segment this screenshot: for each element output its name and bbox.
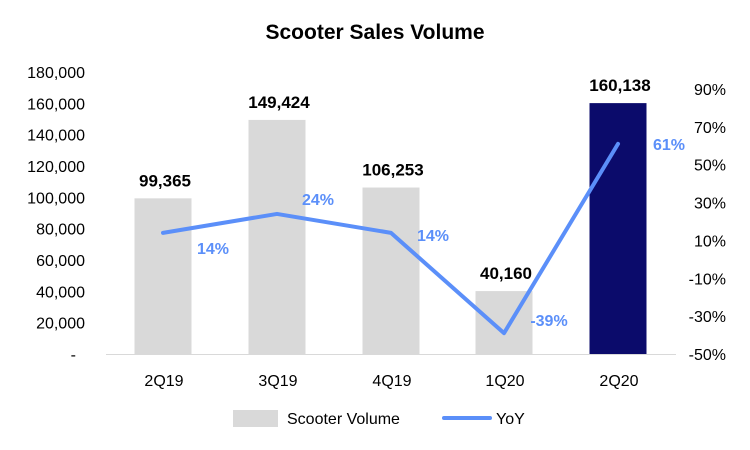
category-label: 4Q19 xyxy=(372,373,411,390)
left-axis-tick-label: - xyxy=(71,347,76,364)
category-label: 3Q19 xyxy=(258,373,297,390)
left-axis-tick-label: 100,000 xyxy=(27,190,85,207)
bar-value-label: 40,160 xyxy=(480,264,532,283)
legend-swatch-scooter-volume xyxy=(233,410,278,427)
yoy-value-label: 24% xyxy=(302,192,334,209)
bar-4q19 xyxy=(362,187,420,354)
category-label: 2Q19 xyxy=(144,373,183,390)
right-axis-tick-label: -10% xyxy=(689,271,726,288)
yoy-line xyxy=(161,141,620,336)
bar-value-label: 99,365 xyxy=(139,171,191,190)
legend: Scooter Volume YoY xyxy=(233,410,525,428)
left-axis: - 20,000 40,000 60,000 80,000 100,000 120,000 1… xyxy=(27,65,676,364)
bar-2q19 xyxy=(134,198,192,354)
category-label: 1Q20 xyxy=(485,373,524,390)
yoy-value-label: -39% xyxy=(530,313,567,330)
yoy-line-series: 14% 24% 14% -39% 61% xyxy=(161,137,685,336)
right-axis-tick-label: 90% xyxy=(694,82,726,99)
chart-title: Scooter Sales Volume xyxy=(265,21,484,44)
right-axis-tick-label: 10% xyxy=(694,233,726,250)
right-axis-tick-label: -50% xyxy=(689,347,726,364)
bar-value-label: 160,138 xyxy=(589,76,650,95)
yoy-value-label: 14% xyxy=(417,228,449,245)
yoy-value-label: 61% xyxy=(653,137,685,154)
left-axis-tick-label: 140,000 xyxy=(27,128,85,145)
right-axis-tick-label: 70% xyxy=(694,120,726,137)
left-axis-tick-label: 40,000 xyxy=(36,284,85,301)
category-axis: 2Q19 3Q19 4Q19 1Q20 2Q20 xyxy=(144,373,638,390)
category-label: 2Q20 xyxy=(599,373,638,390)
bar-series: 99,365 149,424 106,253 40,160 160,138 xyxy=(134,76,651,355)
bar-2q20 xyxy=(589,103,647,355)
right-axis-tick-label: -30% xyxy=(689,309,726,326)
left-axis-tick-label: 80,000 xyxy=(36,222,85,239)
left-axis-tick-label: 160,000 xyxy=(27,96,85,113)
legend-label-yoy: YoY xyxy=(496,411,525,428)
left-axis-tick-label: 60,000 xyxy=(36,253,85,270)
yoy-value-label: 14% xyxy=(197,241,229,258)
bar-value-label: 106,253 xyxy=(362,161,423,180)
left-axis-tick-label: 120,000 xyxy=(27,159,85,176)
left-axis-tick-label: 20,000 xyxy=(36,316,85,333)
right-axis-tick-label: 30% xyxy=(694,196,726,213)
left-axis-tick-label: 180,000 xyxy=(27,65,85,82)
right-axis-tick-label: 50% xyxy=(694,158,726,175)
right-axis: -50% -30% -10% 10% 30% 50% 70% 90% xyxy=(689,82,726,364)
legend-label-scooter-volume: Scooter Volume xyxy=(287,411,400,428)
bar-value-label: 149,424 xyxy=(248,93,310,112)
bar-3q19 xyxy=(248,119,306,354)
